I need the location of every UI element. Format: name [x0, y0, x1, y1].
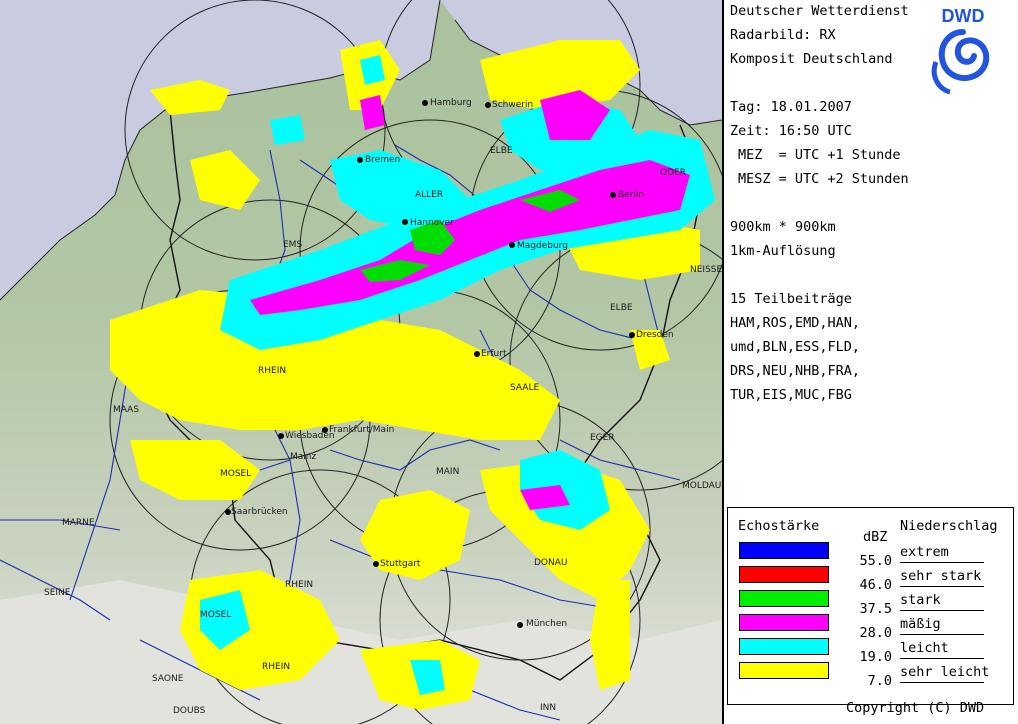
- legend-title-niederschlag: Niederschlag: [900, 518, 998, 534]
- svg-text:EGER: EGER: [590, 433, 615, 443]
- dwd-logo-text: DWD: [942, 6, 985, 26]
- svg-text:ALLER: ALLER: [415, 190, 443, 200]
- legend-title-echo: Echostärke: [738, 518, 820, 534]
- legend-swatch-sehr-stark: [739, 566, 829, 583]
- svg-text:DONAU: DONAU: [534, 558, 568, 568]
- svg-text:MOSEL: MOSEL: [200, 610, 231, 620]
- legend-label: stark: [900, 592, 941, 608]
- dwd-logo: DWD: [931, 6, 990, 94]
- svg-text:Mainz: Mainz: [290, 452, 316, 462]
- north-sea: [0, 0, 440, 300]
- mesz-note: MESZ = UTC +2 Stunden: [738, 171, 909, 187]
- contrib-line: DRS,NEU,NHB,FRA,: [730, 363, 861, 379]
- legend-underline: [900, 682, 984, 683]
- date-label: Tag: 18.01.2007: [730, 99, 852, 115]
- svg-text:Dresden: Dresden: [636, 330, 674, 340]
- org-name: Deutscher Wetterdienst: [730, 3, 909, 19]
- legend-label: extrem: [900, 544, 949, 560]
- legend-value: 46.0: [859, 577, 892, 593]
- legend-swatch-leicht: [739, 638, 829, 655]
- legend-value: 55.0: [859, 553, 892, 569]
- svg-text:Hamburg: Hamburg: [430, 98, 472, 108]
- svg-text:Hannover: Hannover: [410, 218, 454, 228]
- city-markers: [225, 100, 635, 628]
- mez-note: MEZ = UTC +1 Stunde: [738, 147, 901, 163]
- svg-text:Berlin: Berlin: [618, 190, 644, 200]
- radar-map: ELBE ALLER EMS ODER NEISSE ELBE RHEIN MA…: [0, 0, 722, 724]
- legend-swatch-extrem: [739, 542, 829, 559]
- svg-text:RHEIN: RHEIN: [258, 366, 286, 376]
- legend-label: leicht: [900, 640, 949, 656]
- legend-value: 7.0: [867, 673, 892, 689]
- svg-text:Schwerin: Schwerin: [492, 100, 533, 110]
- svg-text:INN: INN: [540, 703, 556, 713]
- echo-stark: [360, 190, 580, 282]
- svg-text:RHEIN: RHEIN: [262, 662, 290, 672]
- contrib-line: TUR,EIS,MUC,FBG: [730, 387, 852, 403]
- legend-underline: [900, 658, 984, 659]
- svg-text:ODER: ODER: [660, 168, 686, 178]
- svg-text:EMS: EMS: [283, 240, 302, 250]
- svg-text:MAAS: MAAS: [113, 405, 139, 415]
- contrib-title: 15 Teilbeiträge: [730, 291, 852, 307]
- legend-unit: dBZ: [863, 529, 888, 545]
- product-name: Radarbild: RX: [730, 27, 836, 43]
- svg-text:ELBE: ELBE: [610, 303, 633, 313]
- legend-value: 28.0: [859, 625, 892, 641]
- svg-text:SEINE: SEINE: [44, 588, 71, 598]
- legend-value: 37.5: [859, 601, 892, 617]
- svg-text:MOLDAU: MOLDAU: [682, 481, 721, 491]
- legend-label: sehr stark: [900, 568, 982, 584]
- copyright: Copyright (C) DWD: [846, 700, 985, 716]
- svg-text:RHEIN: RHEIN: [285, 580, 313, 590]
- svg-text:Saarbrücken: Saarbrücken: [231, 507, 288, 517]
- legend-underline: [900, 586, 984, 587]
- svg-text:MARNE: MARNE: [62, 518, 95, 528]
- legend-swatch-stark: [739, 590, 829, 607]
- legend-box: Echostärke dBZ Niederschlag 55.0 extrem …: [727, 507, 1014, 705]
- svg-text:MOSEL: MOSEL: [220, 469, 251, 479]
- svg-text:MAIN: MAIN: [436, 467, 459, 477]
- svg-text:ELBE: ELBE: [490, 146, 513, 156]
- time-label: Zeit: 16:50 UTC: [730, 123, 852, 139]
- svg-text:SAONE: SAONE: [152, 674, 184, 684]
- legend-swatch-maessig: [739, 614, 829, 631]
- contrib-line: HAM,ROS,EMD,HAN,: [730, 315, 861, 331]
- svg-text:Stuttgart: Stuttgart: [380, 559, 421, 569]
- legend-underline: [900, 610, 984, 611]
- composite-name: Komposit Deutschland: [730, 51, 893, 67]
- svg-text:Erfurt: Erfurt: [481, 349, 507, 359]
- svg-text:Wiesbaden: Wiesbaden: [285, 431, 335, 441]
- echo-maessig: [250, 90, 690, 510]
- extent-label: 900km * 900km: [730, 219, 836, 235]
- legend-value: 19.0: [859, 649, 892, 665]
- legend-underline: [900, 562, 984, 563]
- resolution-label: 1km-Auflösung: [730, 243, 836, 259]
- svg-text:NEISSE: NEISSE: [690, 265, 722, 275]
- legend-underline: [900, 634, 984, 635]
- svg-text:Bremen: Bremen: [365, 155, 400, 165]
- contrib-line: umd,BLN,ESS,FLD,: [730, 339, 861, 355]
- svg-text:Magdeburg: Magdeburg: [517, 241, 568, 251]
- river-labels: ELBE ALLER EMS ODER NEISSE ELBE RHEIN MA…: [44, 146, 722, 716]
- legend-label: sehr leicht: [900, 664, 990, 680]
- svg-text:DOUBS: DOUBS: [173, 706, 206, 716]
- svg-text:SAALE: SAALE: [510, 383, 539, 393]
- svg-text:München: München: [526, 619, 567, 629]
- legend-swatch-sehr-leicht: [739, 662, 829, 679]
- city-labels: Hamburg Schwerin Bremen Berlin Magdeburg…: [231, 98, 674, 629]
- legend-label: mäßig: [900, 616, 941, 632]
- svg-text:Frankfurt/Main: Frankfurt/Main: [329, 425, 394, 435]
